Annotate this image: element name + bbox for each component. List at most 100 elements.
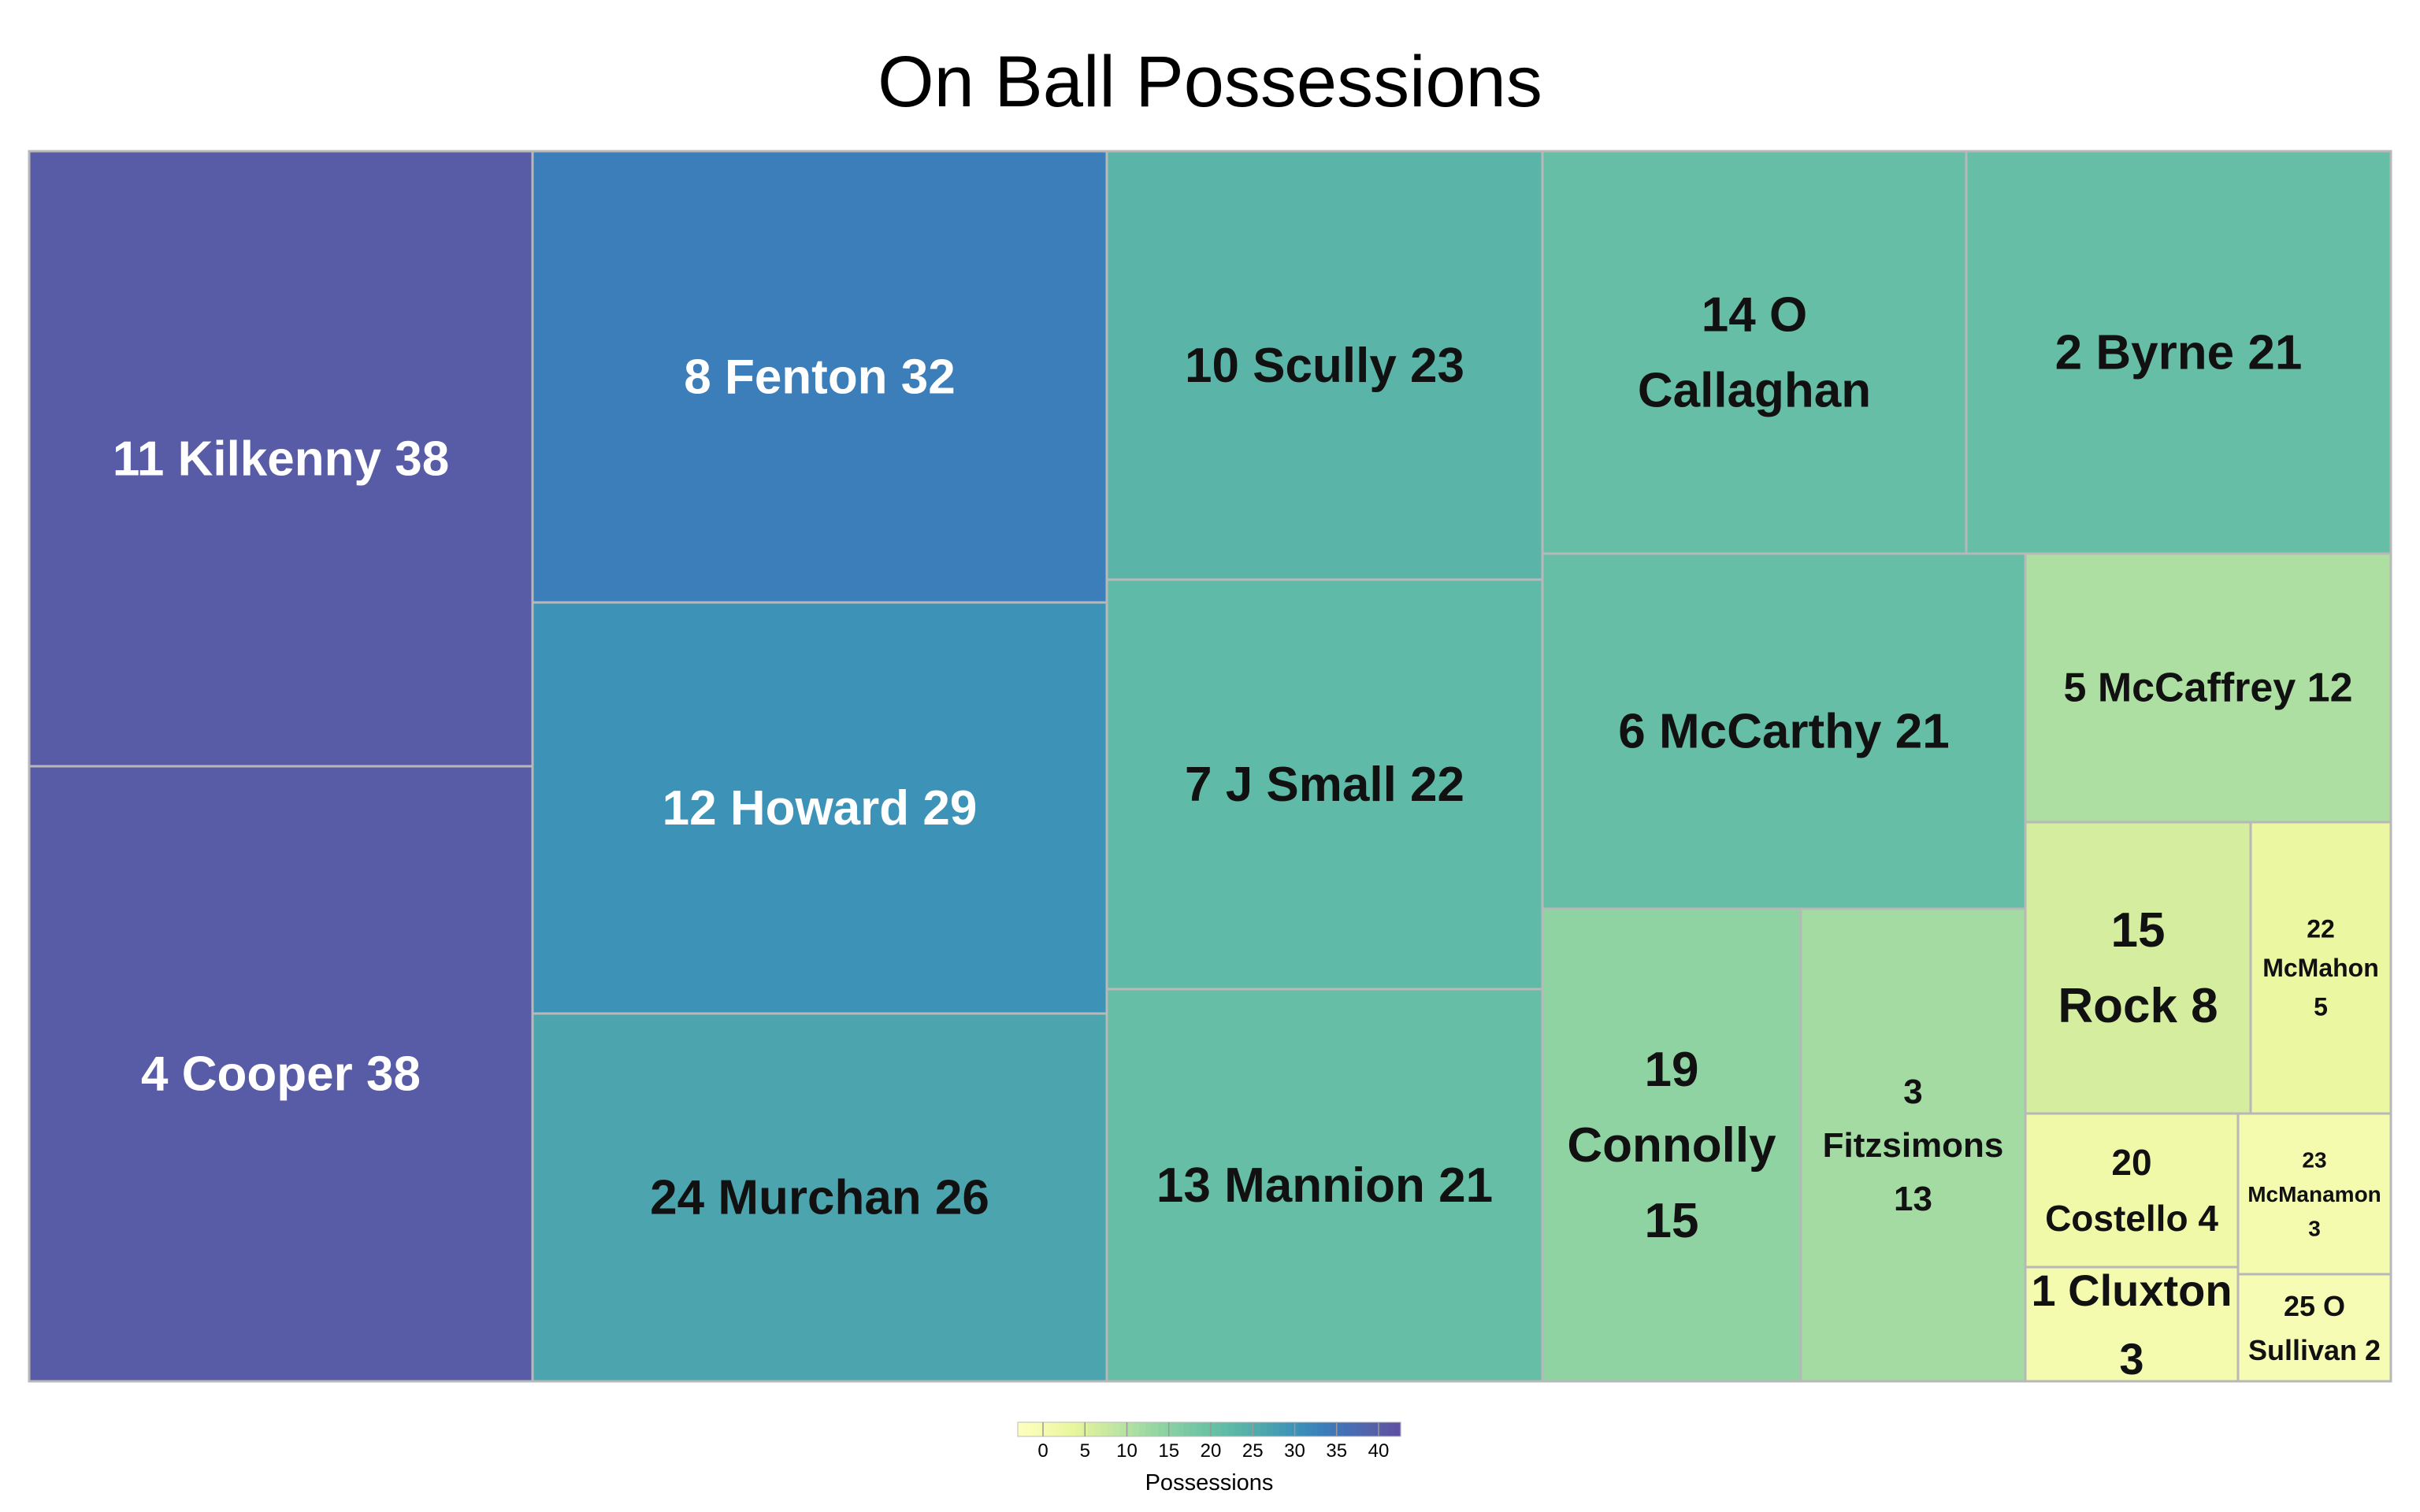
treemap-tile-rect [1105, 150, 1544, 581]
legend-swatch [1202, 1422, 1210, 1436]
tile-label: 4 Cooper 38 [141, 1047, 421, 1101]
legend-border [1017, 1421, 1401, 1437]
legend-swatch [1018, 1422, 1025, 1436]
legend-swatch [1387, 1422, 1395, 1436]
tile-label: 1 Cluxton 3 [2031, 1266, 2232, 1384]
treemap-tile-rect [531, 601, 1108, 1015]
treemap-tile: 19 Connolly 15 [1541, 907, 1802, 1383]
legend-swatch [1234, 1422, 1242, 1436]
legend-tick-label: 35 [1326, 1440, 1347, 1462]
tile-label: 24 Murchan 26 [650, 1170, 989, 1225]
legend-swatch [1394, 1422, 1401, 1436]
tile-label: 14 O Callaghan [1638, 287, 1871, 417]
legend-swatch [1330, 1422, 1338, 1436]
legend-tick-label: 25 [1242, 1440, 1264, 1462]
legend-swatch [1209, 1422, 1216, 1436]
legend-swatch [1305, 1422, 1312, 1436]
tile-label: 5 McCaffrey 12 [2063, 665, 2352, 711]
treemap-tile: 22 McMahon 5 [2249, 821, 2392, 1115]
treemap-tile: 25 O Sullivan 2 [2236, 1273, 2392, 1383]
legend-swatch [1349, 1422, 1357, 1436]
tile-label: 6 McCarthy 21 [1618, 704, 1949, 758]
legend-swatch [1222, 1422, 1229, 1436]
legend-swatch [1062, 1422, 1070, 1436]
treemap-tile: 5 McCaffrey 12 [2024, 552, 2392, 824]
treemap-tile-rect [28, 150, 534, 768]
legend-swatch [1216, 1422, 1223, 1436]
legend-tick-label: 15 [1158, 1440, 1179, 1462]
treemap-tile-rect [2024, 821, 2252, 1115]
legend-swatch [1279, 1422, 1286, 1436]
legend-swatch [1037, 1422, 1044, 1436]
tile-label: 8 Fenton 32 [684, 350, 956, 404]
treemap-tile: 12 Howard 29 [531, 601, 1108, 1015]
legend-swatch [1337, 1422, 1344, 1436]
legend-swatch [1152, 1422, 1159, 1436]
legend-tick-label: 0 [1037, 1440, 1048, 1462]
tile-label: 2 Byrne 21 [2055, 325, 2303, 380]
legend-swatch [1317, 1422, 1325, 1436]
legend-swatch [1260, 1422, 1268, 1436]
legend-swatch [1286, 1422, 1293, 1436]
tile-label: 25 O Sullivan 2 [2248, 1290, 2381, 1366]
color-legend: 0 5 10 15 20 25 30 35 40 Possessions [1017, 1421, 1401, 1495]
legend-swatch [1381, 1422, 1389, 1436]
treemap-tile-rect [1105, 988, 1544, 1383]
legend-swatch [1196, 1422, 1204, 1436]
treemap-tile: 4 Cooper 38 [28, 765, 534, 1383]
legend-swatch [1247, 1422, 1255, 1436]
treemap-tile: 6 McCarthy 21 [1541, 552, 2027, 910]
treemap-tile: 1 Cluxton 3 [2024, 1266, 2240, 1384]
legend-swatch [1132, 1422, 1140, 1436]
legend-swatch [1075, 1422, 1082, 1436]
treemap-tile-rect [2024, 552, 2392, 824]
legend-swatch [1107, 1422, 1115, 1436]
legend-swatch [1273, 1422, 1280, 1436]
legend-swatch [1343, 1422, 1350, 1436]
treemap-tile-rect [2236, 1273, 2392, 1383]
legend-swatch [1164, 1422, 1171, 1436]
treemap-tile: 11 Kilkenny 38 [28, 150, 534, 768]
treemap-tile-rect [1799, 907, 2027, 1383]
treemap-tile-rect [2024, 1112, 2240, 1269]
tile-label: 3 Fitzsimons 13 [1823, 1072, 2004, 1217]
legend-swatch [1094, 1422, 1101, 1436]
treemap-tile: 14 O Callaghan [1541, 150, 1968, 555]
legend-swatch [1183, 1422, 1191, 1436]
tile-label: 15 Rock 8 [2058, 902, 2218, 1032]
legend-swatch [1177, 1422, 1185, 1436]
treemap-tile: 24 Murchan 26 [531, 1012, 1108, 1383]
legend-tick-label: 10 [1116, 1440, 1138, 1462]
treemap-tile-rect [1541, 150, 1968, 555]
tile-label: 12 Howard 29 [663, 781, 978, 836]
tile-label: 13 Mannion 21 [1156, 1158, 1493, 1213]
tile-label: 22 McMahon 5 [2262, 914, 2379, 1021]
legend-swatch [1311, 1422, 1319, 1436]
tile-label: 23 McManamon 3 [2247, 1147, 2381, 1240]
legend-swatch [1101, 1422, 1108, 1436]
treemap-tile: 8 Fenton 32 [531, 150, 1108, 604]
legend-swatch [1145, 1422, 1152, 1436]
tile-label: 20 Costello 4 [2045, 1142, 2218, 1239]
treemap-tile-rect [531, 1012, 1108, 1383]
chart-title: On Ball Possessions [878, 42, 1542, 122]
legend-tick-label: 5 [1080, 1440, 1090, 1462]
treemap-tile-rect [1105, 578, 1544, 991]
legend-swatch [1126, 1422, 1134, 1436]
legend-swatch [1362, 1422, 1370, 1436]
legend-swatch [1253, 1422, 1261, 1436]
legend-swatch [1298, 1422, 1306, 1436]
legend-swatch [1158, 1422, 1165, 1436]
treemap-tile: 23 McManamon 3 [2236, 1112, 2392, 1276]
tile-label: 10 Scully 23 [1185, 339, 1464, 393]
treemap-tile: 15 Rock 8 [2024, 821, 2252, 1115]
legend-swatch [1368, 1422, 1376, 1436]
legend-swatch [1266, 1422, 1274, 1436]
legend-tick-label: 20 [1201, 1440, 1222, 1462]
legend-swatch [1024, 1422, 1031, 1436]
legend-swatch [1113, 1422, 1121, 1436]
legend-swatch [1241, 1422, 1249, 1436]
legend-swatch [1171, 1422, 1178, 1436]
legend-swatch [1228, 1422, 1235, 1436]
